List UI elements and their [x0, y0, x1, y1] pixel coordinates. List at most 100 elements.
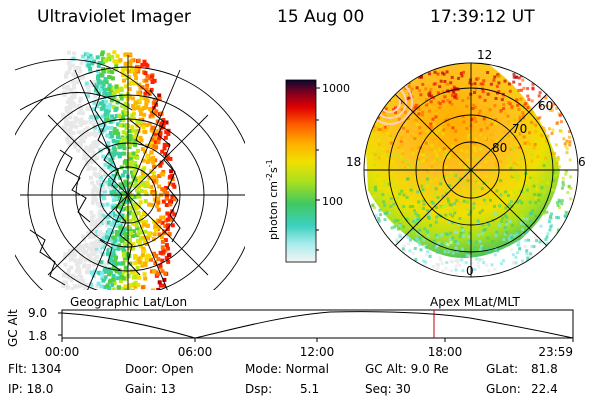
emission-pixel — [161, 199, 166, 204]
emission-pixel — [92, 100, 97, 105]
emission-pixel — [556, 249, 560, 253]
emission-pixel — [447, 155, 451, 159]
emission-pixel — [160, 220, 165, 225]
emission-pixel — [99, 271, 104, 276]
emission-pixel — [395, 239, 399, 243]
emission-pixel — [474, 176, 478, 180]
emission-pixel — [83, 156, 88, 161]
emission-pixel — [65, 136, 69, 141]
emission-pixel — [100, 86, 105, 91]
emission-pixel — [119, 144, 124, 149]
emission-pixel — [476, 172, 480, 176]
emission-pixel — [143, 189, 148, 194]
emission-pixel — [478, 259, 481, 263]
emission-pixel — [105, 111, 110, 116]
emission-pixel — [123, 183, 128, 188]
emission-pixel — [411, 152, 415, 156]
emission-pixel — [443, 152, 447, 156]
emission-pixel — [118, 151, 123, 156]
emission-pixel — [563, 214, 567, 218]
emission-pixel — [482, 79, 486, 83]
emission-pixel — [430, 144, 434, 147]
emission-pixel — [160, 269, 165, 274]
emission-pixel — [71, 72, 76, 77]
emission-pixel — [472, 103, 476, 107]
emission-pixel — [381, 98, 385, 102]
emission-pixel — [428, 91, 432, 95]
emission-pixel — [121, 246, 126, 251]
emission-pixel — [411, 107, 415, 111]
emission-pixel — [507, 236, 511, 240]
emission-pixel — [569, 117, 573, 121]
emission-pixel — [508, 89, 512, 93]
emission-pixel — [116, 194, 121, 199]
emission-pixel — [96, 201, 101, 206]
emission-pixel — [71, 83, 76, 88]
emission-pixel — [494, 247, 497, 251]
emission-pixel — [517, 189, 521, 193]
emission-pixel — [453, 95, 457, 99]
emission-pixel — [416, 214, 420, 218]
emission-pixel — [534, 270, 538, 273]
emission-pixel — [406, 129, 409, 133]
emission-pixel — [102, 189, 107, 194]
emission-pixel — [64, 71, 69, 76]
emission-pixel — [519, 88, 523, 92]
emission-pixel — [442, 181, 446, 185]
emission-pixel — [77, 272, 82, 276]
emission-pixel — [460, 226, 464, 230]
emission-pixel — [390, 251, 394, 255]
emission-pixel — [406, 97, 409, 101]
emission-pixel — [426, 169, 430, 173]
emission-pixel — [154, 145, 159, 150]
emission-pixel — [410, 185, 414, 189]
emission-pixel — [416, 119, 420, 123]
emission-pixel — [516, 103, 520, 107]
emission-pixel — [101, 167, 106, 172]
emission-pixel — [549, 257, 553, 261]
emission-pixel — [528, 200, 532, 204]
emission-pixel — [371, 111, 375, 115]
gc-altitude: GC Alt: 9.0 Re — [365, 362, 449, 376]
emission-pixel — [518, 199, 522, 203]
emission-pixel — [462, 120, 466, 124]
emission-pixel — [151, 189, 155, 194]
emission-pixel — [68, 101, 73, 106]
emission-pixel — [165, 143, 170, 147]
emission-pixel — [378, 190, 382, 194]
emission-pixel — [120, 182, 125, 187]
emission-pixel — [509, 234, 513, 237]
emission-pixel — [450, 94, 454, 97]
emission-pixel — [117, 243, 122, 248]
emission-pixel — [117, 261, 122, 266]
emission-pixel — [127, 143, 132, 147]
emission-pixel — [373, 88, 377, 92]
emission-pixel — [512, 161, 516, 165]
emission-pixel — [119, 231, 124, 236]
emission-pixel — [499, 262, 503, 266]
emission-pixel — [116, 233, 121, 238]
emission-pixel — [118, 215, 123, 220]
emission-pixel — [528, 212, 532, 216]
emission-pixel — [518, 247, 522, 251]
emission-pixel — [479, 128, 483, 132]
emission-pixel — [103, 217, 108, 222]
emission-pixel — [528, 142, 532, 146]
emission-pixel — [152, 164, 157, 169]
emission-pixel — [504, 190, 508, 194]
emission-pixel — [555, 201, 559, 205]
emission-pixel — [482, 261, 486, 265]
emission-pixel — [386, 149, 390, 153]
emission-pixel — [95, 191, 100, 196]
emission-pixel — [501, 245, 505, 249]
emission-pixel — [139, 215, 144, 220]
emission-pixel — [145, 180, 150, 185]
emission-pixel — [529, 254, 533, 258]
emission-pixel — [374, 114, 378, 118]
emission-pixel — [526, 255, 530, 259]
emission-pixel — [410, 147, 414, 151]
emission-pixel — [385, 97, 389, 101]
emission-pixel — [102, 89, 107, 94]
emission-pixel — [151, 170, 156, 175]
emission-pixel — [157, 219, 162, 224]
